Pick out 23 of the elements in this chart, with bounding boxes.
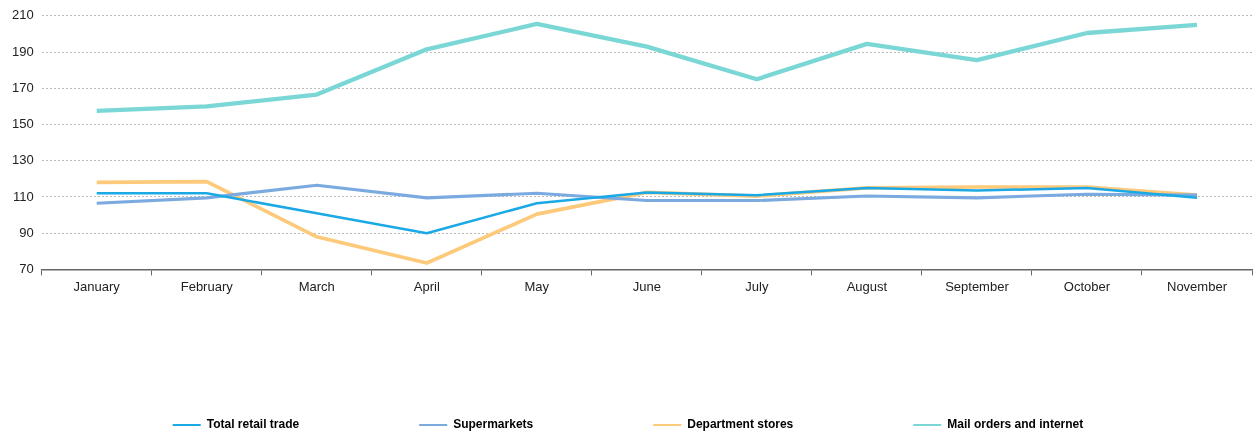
- y-tick-label: 110: [12, 188, 34, 204]
- x-tick-label: November: [1167, 278, 1228, 294]
- x-tick-label: February: [180, 278, 234, 294]
- legend-label: Total retail trade: [206, 417, 300, 432]
- x-tick-label: August: [846, 278, 888, 294]
- x-tick-label: January: [73, 278, 121, 294]
- y-tick-label: 150: [11, 116, 34, 132]
- y-tick-label: 190: [11, 43, 34, 59]
- x-tick-label: May: [524, 278, 550, 294]
- x-tick-label: April: [413, 278, 440, 294]
- x-tick-label: September: [945, 278, 1010, 294]
- y-tick-label: 210: [11, 7, 34, 23]
- legend-label: Mail orders and internet: [947, 417, 1084, 432]
- legend-label: Department stores: [687, 417, 794, 432]
- y-tick-label: 70: [19, 260, 34, 276]
- x-tick-label: June: [632, 278, 661, 294]
- x-tick-label: March: [298, 278, 335, 294]
- x-tick-label: October: [1063, 278, 1111, 294]
- y-tick-label: 90: [19, 224, 34, 240]
- y-tick-label: 170: [11, 79, 34, 95]
- legend-label: Supermarkets: [453, 417, 534, 432]
- x-tick-label: July: [745, 278, 769, 294]
- y-tick-label: 130: [11, 152, 34, 168]
